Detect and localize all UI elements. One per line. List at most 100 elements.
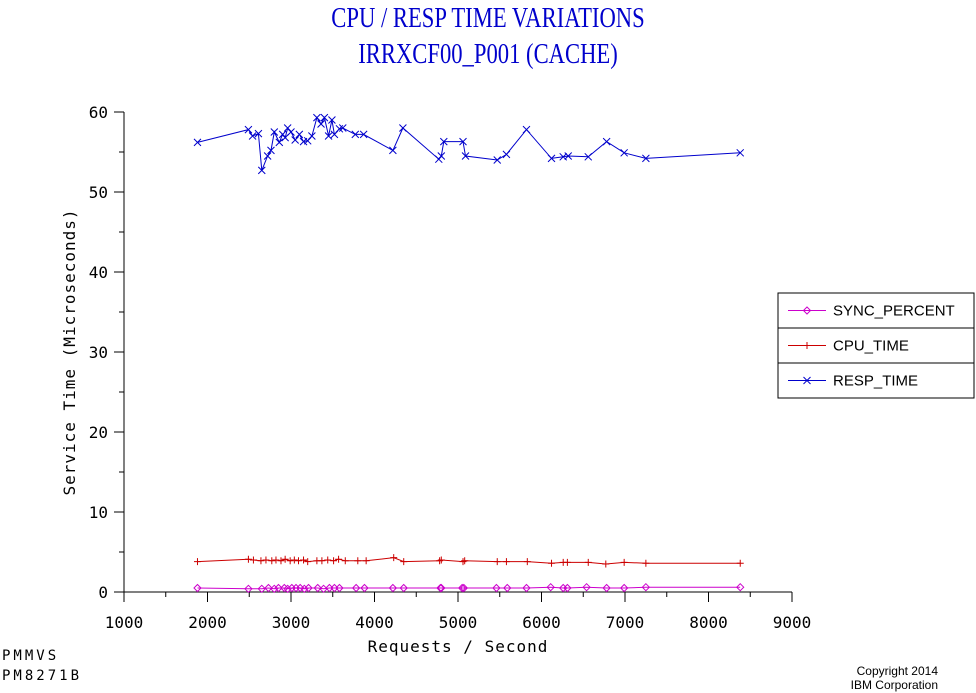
- data-point-resp-time: [270, 128, 279, 136]
- y-tick-label: 0: [98, 583, 108, 602]
- data-point-cpu-time: [244, 555, 252, 563]
- data-point-sync-percent: [360, 583, 369, 593]
- series-cpu-time: [193, 554, 744, 568]
- data-point-cpu-time: [324, 556, 332, 564]
- chart-axes: 0 10 20 30 40 50 60 1000 2000 3000 4000 5000 6000 700…: [60, 103, 811, 656]
- data-point-sync-percent: [313, 583, 322, 593]
- data-point-resp-time: [267, 146, 275, 155]
- data-point-cpu-time: [281, 555, 289, 563]
- data-point-resp-time: [351, 130, 360, 139]
- series-line-resp-time: [197, 116, 741, 171]
- y-tick-label: 20: [89, 423, 108, 442]
- data-point-resp-time: [308, 132, 316, 140]
- copyright-owner: IBM Corporation: [850, 678, 938, 692]
- data-point-resp-time: [287, 128, 295, 136]
- data-point-cpu-time: [620, 558, 628, 566]
- data-point-sync-percent: [283, 584, 292, 594]
- footer-system-id: PMMVS: [2, 648, 60, 664]
- data-point-sync-percent: [335, 583, 344, 593]
- copyright-line: Copyright 2014: [856, 664, 938, 678]
- data-point-cpu-time: [584, 558, 592, 566]
- data-point-cpu-time: [286, 557, 294, 565]
- data-point-cpu-time: [437, 556, 445, 564]
- data-point-sync-percent: [193, 583, 202, 593]
- data-point-sync-percent: [522, 583, 531, 593]
- legend-marker-sync-percent: [802, 306, 812, 315]
- data-point-sync-percent: [388, 583, 398, 593]
- legend-marker-cpu-time: [803, 342, 811, 349]
- legend-label-cpu-time: CPU_TIME: [833, 338, 909, 355]
- data-point-cpu-time: [318, 557, 326, 565]
- series-resp-time: [193, 113, 745, 175]
- data-point-sync-percent: [641, 582, 651, 592]
- data-point-sync-percent: [274, 583, 283, 593]
- data-point-sync-percent: [457, 583, 467, 593]
- data-point-cpu-time: [272, 556, 280, 564]
- data-point-cpu-time: [295, 557, 303, 565]
- data-point-sync-percent: [244, 584, 253, 594]
- x-tick-label: 5000: [439, 613, 478, 632]
- data-point-sync-percent: [300, 584, 309, 594]
- data-point-resp-time: [338, 124, 347, 132]
- data-point-resp-time: [502, 150, 511, 159]
- data-point-resp-time: [584, 152, 593, 161]
- y-tick-label: 10: [89, 503, 108, 522]
- data-point-sync-percent: [436, 583, 445, 593]
- data-point-resp-time: [244, 125, 253, 134]
- data-point-resp-time: [248, 132, 257, 140]
- data-point-cpu-time: [523, 558, 531, 566]
- data-point-cpu-time: [362, 557, 370, 565]
- data-point-cpu-time: [249, 556, 257, 564]
- data-point-resp-time: [295, 130, 304, 139]
- data-point-sync-percent: [399, 583, 408, 593]
- data-point-resp-time: [522, 125, 531, 134]
- data-point-resp-time: [620, 148, 629, 157]
- x-tick-label: 8000: [689, 613, 728, 632]
- chart-subtitle: IRRXCF00_P001 (CACHE): [358, 38, 618, 70]
- data-point-sync-percent: [351, 583, 361, 593]
- data-point-resp-time: [359, 130, 368, 139]
- data-point-sync-percent: [492, 583, 501, 593]
- data-point-cpu-time: [277, 557, 285, 565]
- y-tick-label: 50: [89, 183, 108, 202]
- data-point-resp-time: [602, 137, 611, 146]
- chart-title: CPU / RESP TIME VARIATIONS: [331, 2, 645, 34]
- chart-series-layer: [193, 113, 745, 594]
- data-point-sync-percent: [304, 583, 313, 593]
- data-point-cpu-time: [341, 557, 349, 565]
- data-point-cpu-time: [262, 556, 270, 564]
- data-point-resp-time: [439, 137, 448, 146]
- data-point-resp-time: [564, 152, 573, 160]
- series-sync-percent: [193, 582, 745, 594]
- data-point-sync-percent: [503, 583, 512, 593]
- data-point-resp-time: [461, 152, 470, 160]
- data-point-resp-time: [317, 120, 325, 128]
- chart-legend: SYNC_PERCENT CPU_TIME RESP_TIME: [777, 292, 975, 399]
- data-point-resp-time: [642, 154, 650, 163]
- data-point-cpu-time: [736, 559, 744, 567]
- data-point-resp-time: [275, 138, 284, 147]
- data-point-resp-time: [328, 116, 336, 124]
- data-point-sync-percent: [736, 582, 745, 592]
- data-point-cpu-time: [436, 557, 444, 565]
- data-point-cpu-time: [300, 556, 308, 564]
- data-point-cpu-time: [493, 558, 501, 566]
- data-point-cpu-time: [304, 558, 312, 566]
- data-point-resp-time: [324, 132, 333, 140]
- data-point-resp-time: [547, 154, 556, 163]
- data-point-resp-time: [389, 146, 397, 155]
- x-tick-label: 7000: [606, 613, 645, 632]
- x-tick-label: 3000: [272, 613, 311, 632]
- data-point-cpu-time: [502, 558, 510, 566]
- data-point-sync-percent: [563, 583, 572, 593]
- data-point-cpu-time: [290, 556, 298, 564]
- data-point-resp-time: [193, 138, 202, 147]
- data-point-resp-time: [493, 156, 502, 164]
- x-tick-label: 1000: [105, 613, 144, 632]
- data-point-sync-percent: [257, 584, 266, 594]
- data-point-cpu-time: [330, 557, 338, 565]
- data-point-cpu-time: [354, 557, 362, 565]
- data-point-sync-percent: [437, 583, 446, 593]
- data-point-cpu-time: [563, 558, 571, 566]
